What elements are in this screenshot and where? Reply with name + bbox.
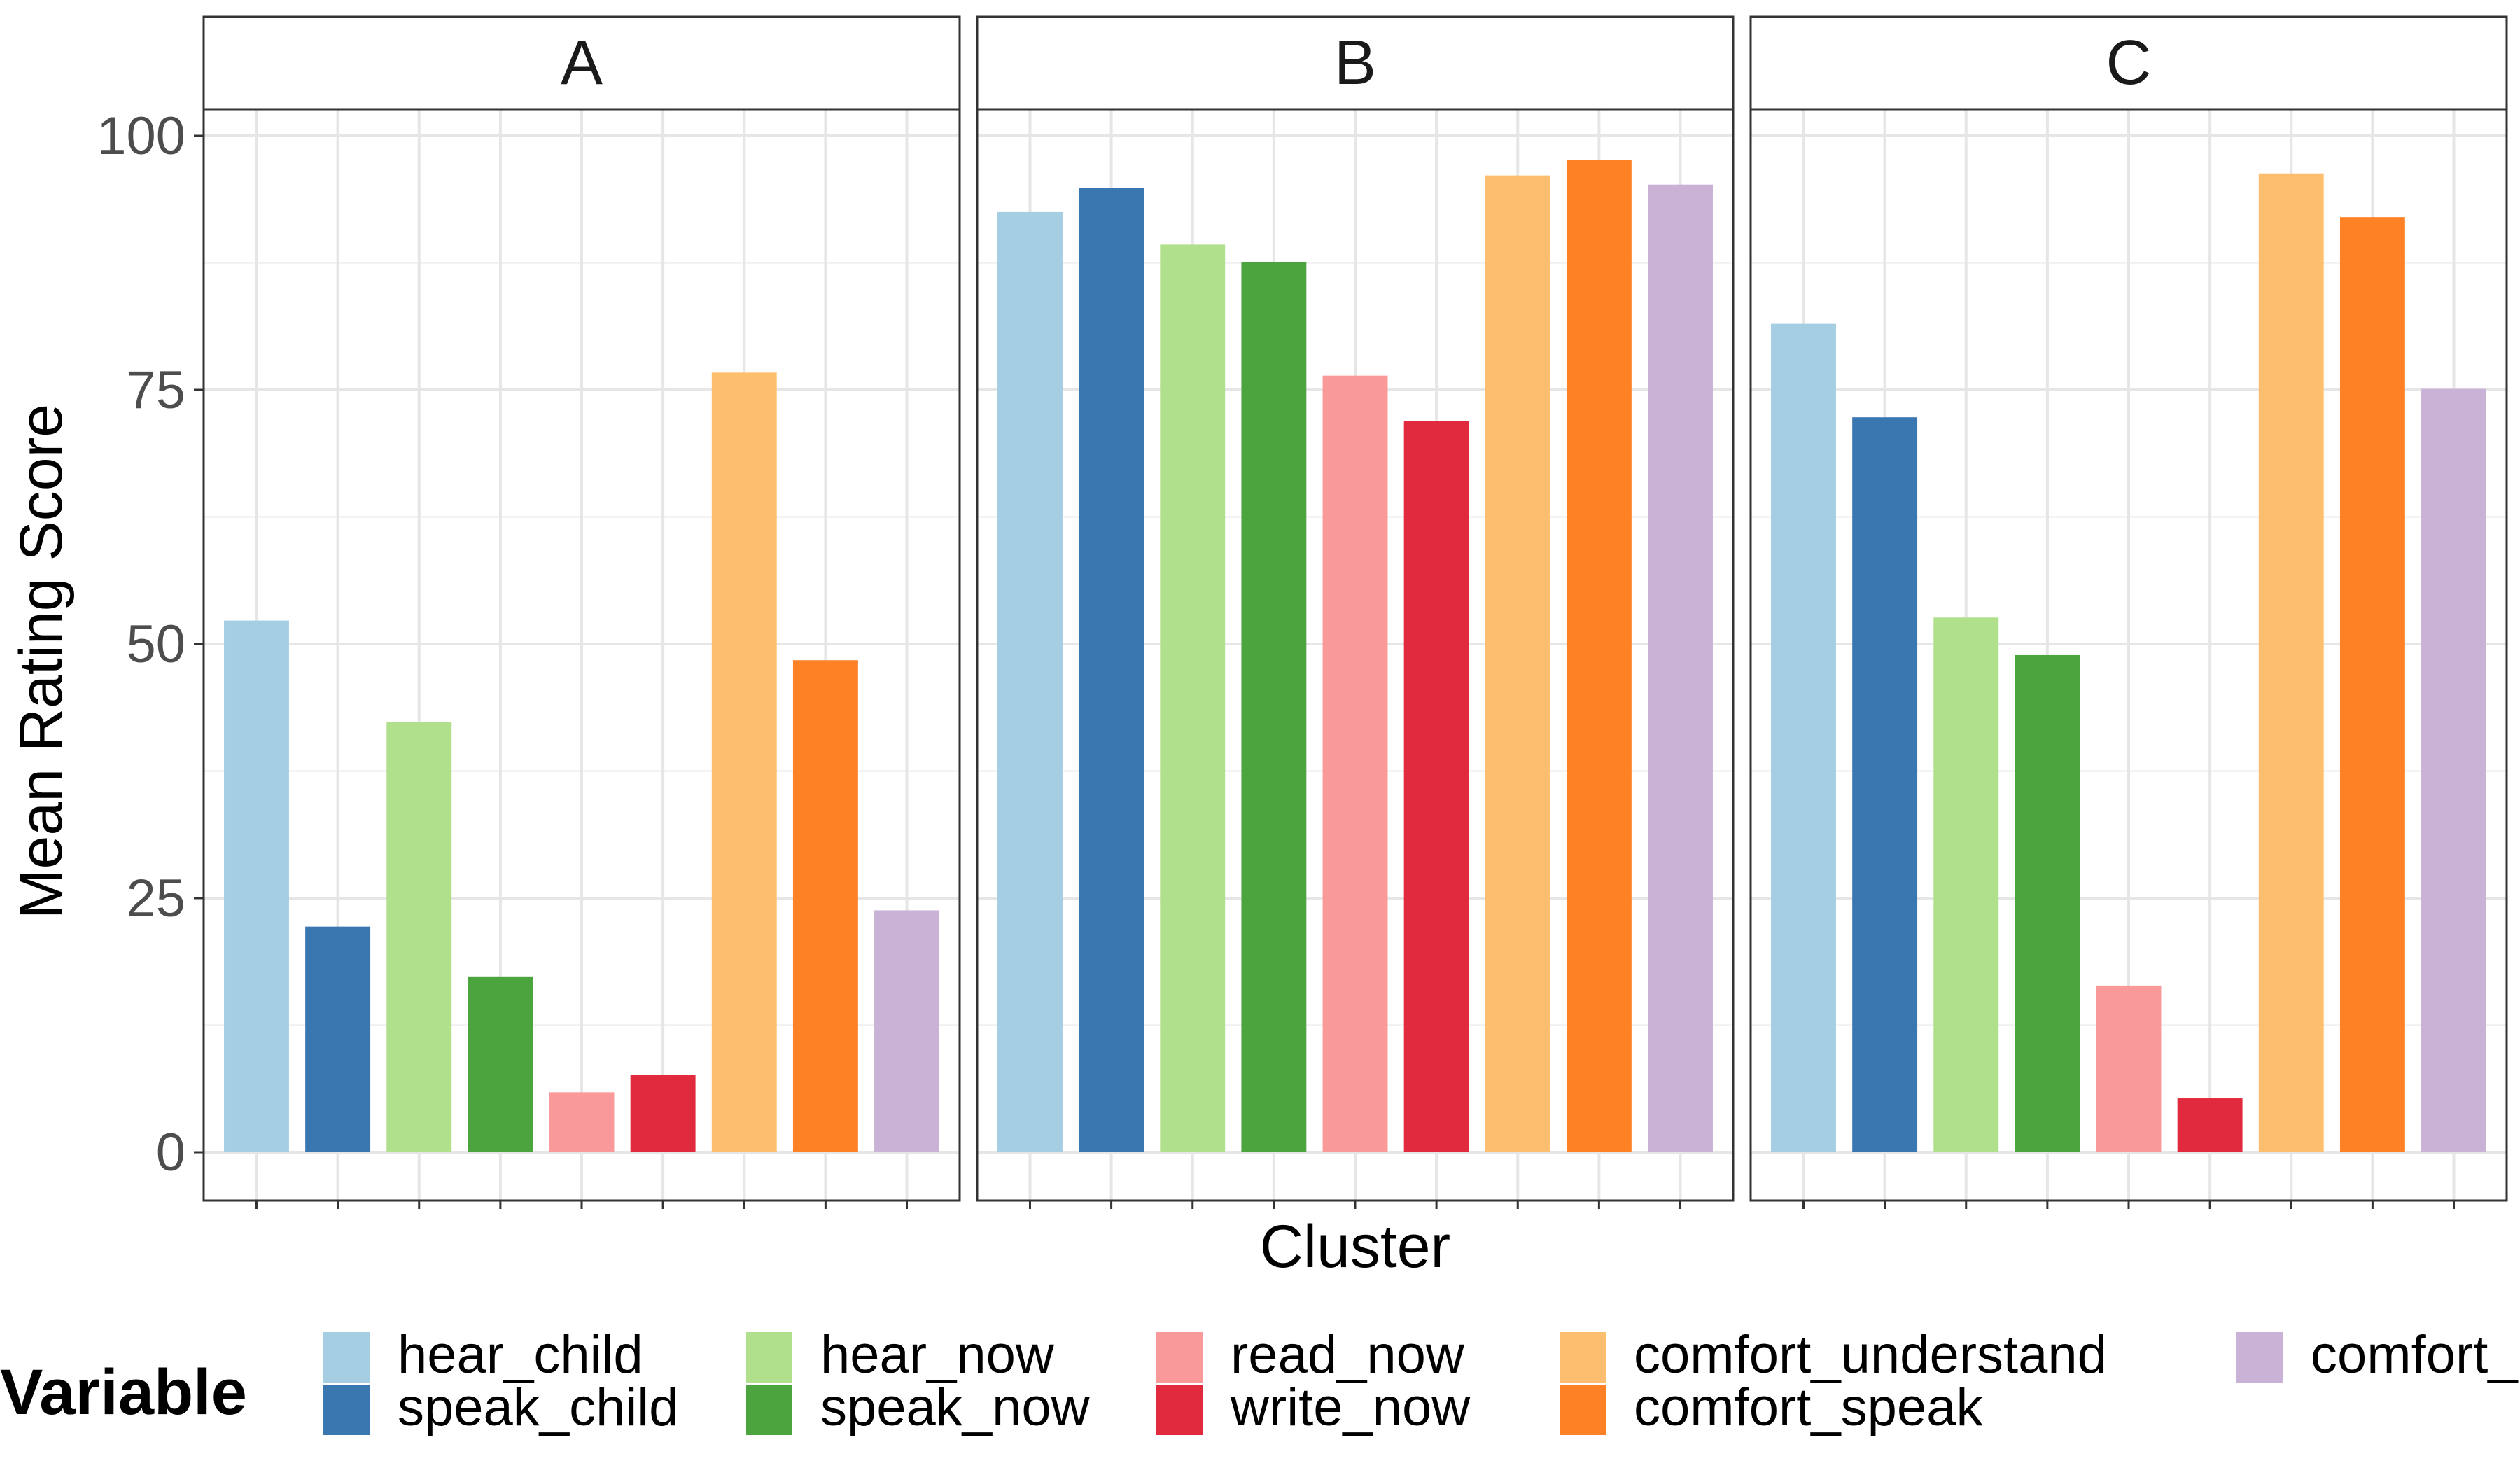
- facet-label-b: B: [1334, 28, 1376, 98]
- bar-c-write_now: [2177, 1098, 2243, 1152]
- y-tick-label: 0: [156, 1123, 186, 1182]
- y-tick-label: 100: [97, 106, 186, 166]
- bar-c-speak_now: [2015, 654, 2080, 1152]
- legend-title: Variable: [0, 1357, 247, 1428]
- facet-label-c: C: [2106, 28, 2152, 98]
- y-tick-label: 50: [126, 615, 186, 674]
- bar-b-comfort_speak: [1566, 160, 1632, 1152]
- legend-key-write_now: [1156, 1385, 1203, 1435]
- facet-panel-c: C: [1749, 15, 2508, 1209]
- y-axis-title: Mean Rating Score: [8, 404, 75, 919]
- legend-label-hear_child: hear_child: [398, 1325, 643, 1385]
- bar-a-write_now: [630, 1074, 696, 1152]
- bar-c-hear_now: [1933, 617, 1999, 1152]
- bar-b-speak_now: [1241, 262, 1307, 1153]
- legend-key-hear_child: [323, 1332, 370, 1382]
- bar-c-speak_child: [1852, 417, 1918, 1152]
- bar-a-hear_now: [386, 722, 452, 1152]
- bar-c-comfort_read: [2421, 388, 2486, 1152]
- legend-label-speak_child: speak_child: [398, 1378, 678, 1437]
- bar-c-comfort_speak: [2339, 217, 2405, 1152]
- legend-key-speak_now: [746, 1385, 792, 1435]
- bar-a-speak_now: [468, 976, 533, 1152]
- bar-b-read_now: [1322, 375, 1388, 1152]
- legend-key-comfort_speak: [1560, 1385, 1606, 1435]
- bar-c-hear_child: [1771, 323, 1836, 1152]
- legend-key-speak_child: [323, 1385, 370, 1435]
- y-tick-label: 25: [126, 869, 186, 928]
- bar-b-hear_now: [1160, 244, 1226, 1152]
- bar-b-comfort_understand: [1485, 175, 1550, 1152]
- y-axis: 0 25 50 75 100: [97, 106, 204, 1182]
- bar-a-read_now: [549, 1092, 615, 1152]
- x-axis-title: Cluster: [1260, 1213, 1450, 1280]
- legend-label-speak_now: speak_now: [820, 1378, 1091, 1437]
- bar-a-comfort_understand: [711, 372, 777, 1153]
- legend-key-comfort_read: [2236, 1332, 2283, 1382]
- bar-b-write_now: [1404, 421, 1469, 1153]
- facet-strip: [1749, 15, 2508, 111]
- legend-label-comfort_read: comfort_re: [2311, 1325, 2520, 1385]
- bar-b-speak_child: [1079, 188, 1144, 1152]
- bar-c-comfort_understand: [2258, 173, 2324, 1152]
- legend-label-hear_now: hear_now: [820, 1325, 1055, 1385]
- legend-key-comfort_understand: [1560, 1332, 1606, 1382]
- facet-panels: A B C: [202, 15, 2508, 1209]
- facet-panel-b: B: [976, 15, 1735, 1209]
- legend-label-read_now: read_now: [1231, 1325, 1465, 1385]
- legend-label-write_now: write_now: [1230, 1378, 1471, 1437]
- facet-label-a: A: [561, 28, 603, 98]
- legend-key-hear_now: [746, 1332, 792, 1382]
- bar-c-read_now: [2096, 985, 2162, 1152]
- y-tick-label: 75: [126, 360, 186, 420]
- bar-a-hear_child: [224, 620, 289, 1152]
- facet-strip: [202, 15, 961, 111]
- facet-panel-a: A: [202, 15, 961, 1209]
- bar-a-comfort_speak: [792, 660, 858, 1152]
- bar-b-comfort_read: [1648, 184, 1713, 1152]
- bar-a-speak_child: [305, 926, 371, 1152]
- legend-label-comfort_speak: comfort_speak: [1634, 1378, 1983, 1437]
- legend-key-read_now: [1156, 1332, 1203, 1382]
- facet-strip: [976, 15, 1735, 111]
- bar-a-comfort_read: [874, 910, 939, 1152]
- legend-label-comfort_understand: comfort_understand: [1634, 1325, 2107, 1385]
- bar-b-hear_child: [997, 211, 1063, 1152]
